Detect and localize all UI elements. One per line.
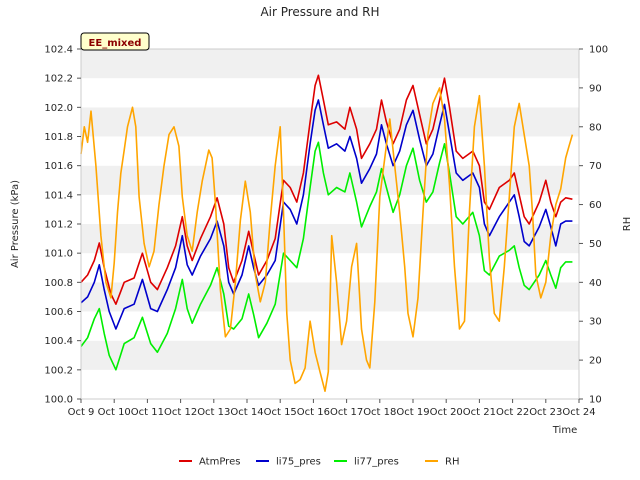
site-badge: EE_mixed <box>80 32 150 51</box>
y-right-tick-label: 60 <box>589 200 602 211</box>
y-right-tick-label: 10 <box>589 395 602 406</box>
legend-item-atmpres: AtmPres <box>179 457 240 468</box>
y-right-tick-label: 80 <box>589 122 602 133</box>
x-tick-label: Oct 10 <box>98 407 131 418</box>
x-tick-label: Oct 23 <box>529 407 562 418</box>
y-axis-right-label: RH <box>622 217 633 231</box>
legend-label: AtmPres <box>199 457 240 468</box>
x-tick-label: Oct 18 <box>363 407 396 418</box>
y-left-tick-label: 102.4 <box>44 45 73 56</box>
legend-item-rh: RH <box>425 457 459 468</box>
site-badge-label: EE_mixed <box>89 38 142 49</box>
grid-band <box>81 136 579 166</box>
chart-title: Air Pressure and RH <box>260 5 379 19</box>
x-axis-label: Time <box>552 425 577 436</box>
grid-band <box>81 107 579 137</box>
y-right-tick-label: 70 <box>589 161 602 172</box>
series-line-rh <box>80 87 574 392</box>
x-tick-label: Oct 17 <box>330 407 363 418</box>
x-tick-label: Oct 9 <box>68 407 95 418</box>
y-left-tick-label: 102.0 <box>44 103 73 114</box>
y-left-tick-label: 100.2 <box>44 365 73 376</box>
y-axis-left-label: Air Pressure (kPa) <box>10 180 21 268</box>
legend: AtmPres li75_pres li77_pres RH <box>179 457 459 468</box>
y-left-tick-label: 101.6 <box>44 161 73 172</box>
y-left-tick-label: 100.4 <box>44 336 73 347</box>
legend-item-li75_pres: li75_pres <box>256 457 321 468</box>
y-right-tick-label: 100 <box>589 45 608 56</box>
y-left-tick-label: 100.8 <box>44 278 73 289</box>
grid-band <box>81 49 579 79</box>
y-left-tick-label: 102.2 <box>44 74 73 85</box>
y-right-tick-label: 50 <box>589 239 602 250</box>
y-left-tick-label: 101.4 <box>44 190 73 201</box>
y-axis-left: 100.0 100.2 100.4 100.6 100.8 101.0 101.2 101.4… <box>44 45 81 406</box>
legend-label: RH <box>445 457 459 468</box>
y-left-tick-label: 100.6 <box>44 307 73 318</box>
x-tick-label: Oct 15 <box>264 407 297 418</box>
x-tick-label: Oct 20 <box>430 407 463 418</box>
grid-bands <box>81 49 579 399</box>
y-left-tick-label: 101.0 <box>44 249 73 260</box>
x-tick-label: Oct 11 <box>131 407 164 418</box>
series-layer <box>80 74 574 392</box>
x-tick-label: Oct 12 <box>164 407 197 418</box>
grid-band <box>81 194 579 224</box>
y-left-tick-label: 101.2 <box>44 220 73 231</box>
legend-item-li77_pres: li77_pres <box>334 457 399 468</box>
x-tick-label: Oct 13 <box>197 407 230 418</box>
x-tick-label: Oct 24 <box>562 407 595 418</box>
y-right-tick-label: 30 <box>589 317 602 328</box>
legend-label: li77_pres <box>354 457 399 468</box>
y-right-tick-label: 20 <box>589 356 602 367</box>
x-tick-label: Oct 16 <box>297 407 330 418</box>
y-right-tick-label: 40 <box>589 278 602 289</box>
x-tick-label: Oct 21 <box>463 407 496 418</box>
series-line-li77_pres <box>80 141 573 371</box>
x-tick-label: Oct 22 <box>496 407 529 418</box>
x-tick-label: Oct 19 <box>396 407 429 418</box>
y-left-tick-label: 100.0 <box>44 395 73 406</box>
x-axis: Oct 9 Oct 10 Oct 11 Oct 12 Oct 13 Oct 14 Oct 1… <box>68 399 596 418</box>
series-line-atmpres <box>80 74 573 305</box>
x-tick-label: Oct 14 <box>230 407 263 418</box>
series-line-li75_pres <box>80 99 573 330</box>
grid-band <box>81 224 579 254</box>
site-badge-box <box>80 32 150 51</box>
y-axis-right: 10 20 30 40 50 60 70 80 90 100 <box>579 45 608 406</box>
grid-band <box>81 78 579 108</box>
grid-band <box>81 165 579 195</box>
y-right-tick-label: 90 <box>589 83 602 94</box>
grid-band <box>81 369 579 399</box>
legend-label: li75_pres <box>276 457 321 468</box>
y-left-tick-label: 101.8 <box>44 132 73 143</box>
grid-band <box>81 340 579 370</box>
